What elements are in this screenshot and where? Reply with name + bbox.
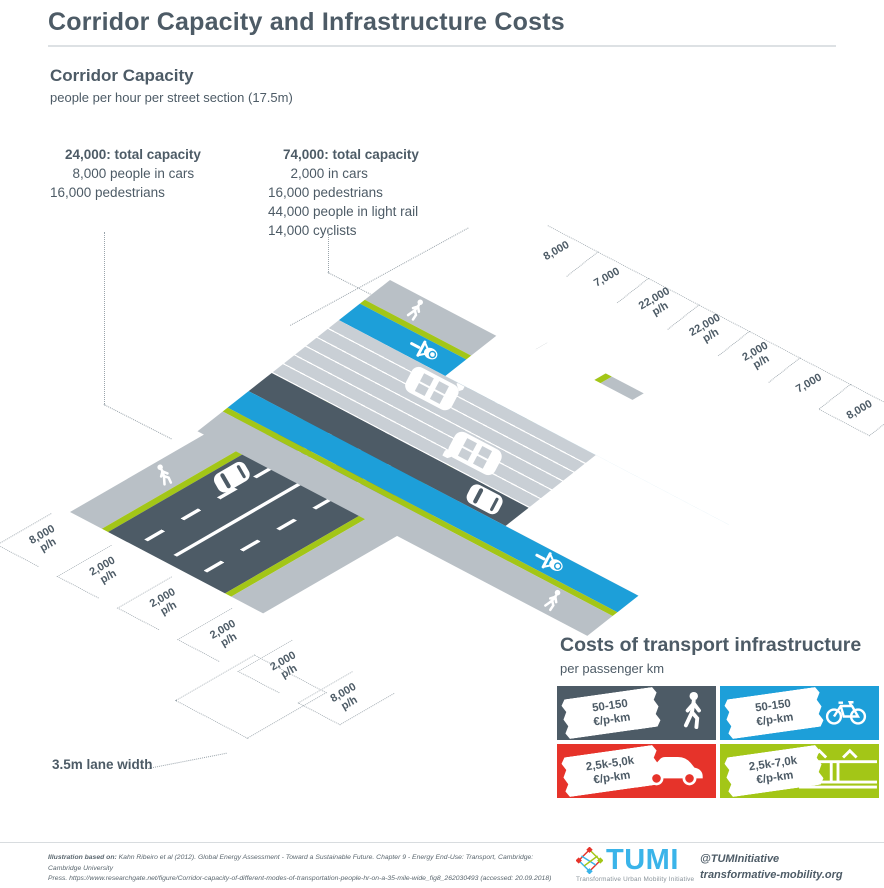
pedestrian-icon [534,589,569,614]
connector-24k-diagonal [103,404,172,440]
website: transformative-mobility.org [700,869,843,881]
capacity-block-74k: 74,000: total capacity 2,000 in cars 16,… [268,126,419,259]
cost-tile-car: 2,5k-5,0k €/p-km [557,744,716,798]
measure-label: 2,000 p/h [177,608,274,662]
capacity-24k-title: 24,000: total capacity [65,147,201,162]
tram-top-icon [392,366,469,414]
cost-tile-walking: 50-150 €/p-km [557,686,716,740]
connector-24k-vertical [104,232,105,404]
lane-width-note: 3.5m lane width [52,757,153,772]
capacity-block-24k: 24,000: total capacity 8,000 people in c… [50,126,201,221]
connector-74k-vertical [328,228,329,272]
tram-top-icon [435,431,512,479]
social-links: @TUMInitiative transformative-mobility.o… [700,851,843,883]
car-icon [640,752,706,791]
capacity-74k-lines: 2,000 in cars 16,000 pedestrians 44,000 … [268,166,419,238]
citation-line1: Kahn Ribeiro et al (2012). Global Energy… [48,854,534,872]
cyclist-top-icon [524,549,574,580]
costs-subtitle: per passenger km [560,661,665,676]
page-title: Corridor Capacity and Infrastructure Cos… [48,8,565,36]
measure-label: 8,000 p/h [0,513,93,567]
capacity-74k-title: 74,000: total capacity [283,147,419,162]
costs-title: Costs of transport infrastructure [560,634,862,656]
cost-tile-cycling: 50-150 €/p-km [720,686,879,740]
costs-grid: 50-150 €/p-km 50-150 €/p-km 2,5k-5,0k €/… [557,686,879,798]
car-top-icon [203,461,262,496]
lane-width-connector [148,752,227,769]
section-title: Corridor Capacity [50,66,194,85]
tumi-logo-text: TUMI [606,844,679,876]
social-handle: @TUMInitiative [700,853,780,865]
footer-divider [0,842,884,843]
tumi-logo-tagline: Transformative Urban Mobility Initiative [576,876,695,883]
pedestrian-icon [145,464,185,488]
citation: Illustration based on: Kahn Ribeiro et a… [48,853,563,885]
tumi-logo: TUMI [575,844,679,879]
pedestrian-icon [397,299,432,324]
section-subtitle: people per hour per street section (17.5… [50,90,293,105]
tram-icon [799,747,879,796]
cost-tile-light-rail: 2,5k-7,0k €/p-km [720,744,879,798]
price-tag: 50-150 €/p-km [724,687,825,740]
measure-label: 2,000 p/h [56,544,153,599]
tumi-logo-icon [575,846,604,879]
title-divider [48,45,836,47]
pedestrian-icon [678,691,706,736]
cyclist-top-icon [398,337,448,368]
measure-label: 2,000 p/h [116,576,213,630]
price-tag: 50-150 €/p-km [561,687,662,740]
bicycle-icon [823,696,869,731]
citation-label: Illustration based on: [48,854,117,861]
capacity-24k-lines: 8,000 people in cars 16,000 pedestrians [50,166,195,200]
citation-line2: Press. https://www.researchgate.net/figu… [48,875,552,883]
car-top-icon [456,484,511,518]
